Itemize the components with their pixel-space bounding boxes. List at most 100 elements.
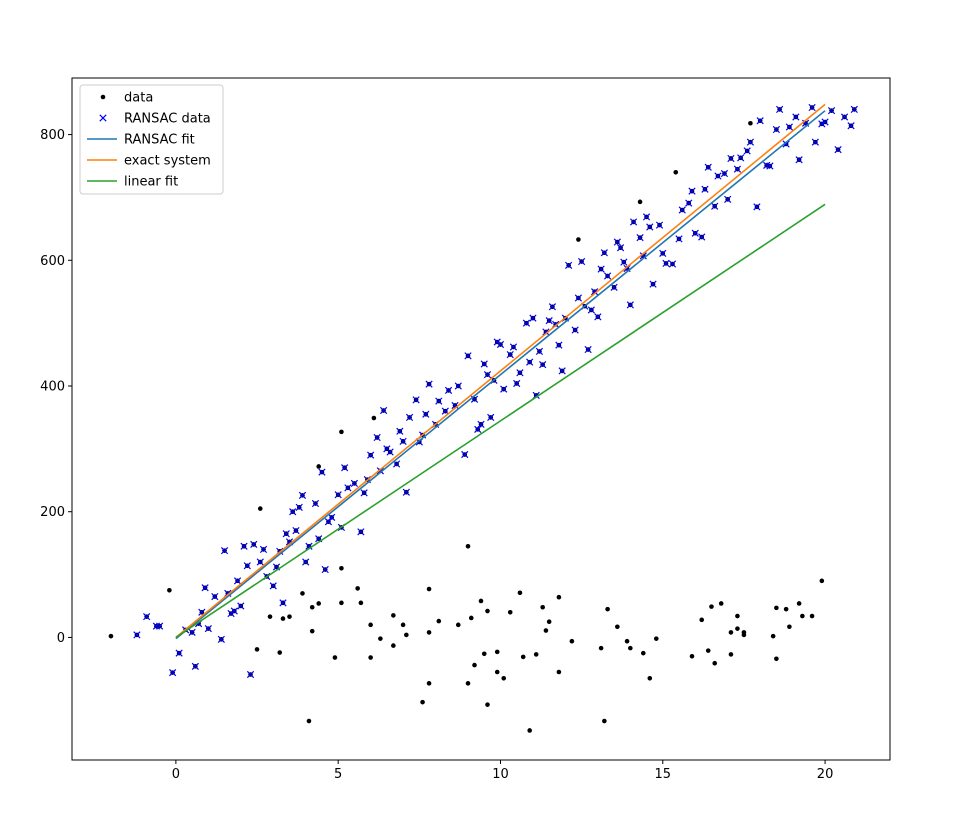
data-point bbox=[481, 651, 487, 657]
ransac-data-point bbox=[701, 185, 709, 193]
data-point bbox=[309, 604, 315, 610]
ransac-data-point bbox=[639, 252, 647, 260]
linear-fit-line bbox=[175, 203, 826, 639]
data-point bbox=[339, 565, 344, 571]
data-point bbox=[527, 728, 532, 733]
ransac-data-point bbox=[753, 203, 761, 211]
data-point bbox=[605, 606, 610, 612]
ransac-data-point bbox=[655, 221, 664, 229]
ransac-data-point bbox=[334, 491, 342, 499]
ransac-data-point bbox=[571, 326, 579, 334]
data-point bbox=[426, 586, 432, 592]
ransac-data-point bbox=[834, 146, 842, 154]
ransac-data-point bbox=[487, 413, 495, 422]
x-tick-label: 10 bbox=[492, 767, 509, 782]
ransac-data-point bbox=[493, 338, 501, 346]
data-point bbox=[404, 632, 409, 638]
ransac-data-point bbox=[594, 313, 602, 321]
legend: data RANSAC data RANSAC fit exact system lin… bbox=[79, 84, 224, 195]
ransac-data-point bbox=[444, 386, 453, 395]
ransac-data-point bbox=[698, 233, 706, 241]
data-point bbox=[494, 669, 500, 675]
ransac-data-point bbox=[175, 649, 183, 657]
ransac-data-point bbox=[435, 397, 443, 405]
ransac-data-point bbox=[733, 165, 742, 173]
ransac-data-point bbox=[344, 484, 352, 492]
ransac-data-point bbox=[626, 301, 634, 309]
legend-item: data bbox=[100, 91, 153, 106]
ransac-data-point bbox=[545, 317, 553, 325]
ransac-data-point bbox=[772, 125, 781, 134]
ransac-data-point bbox=[590, 288, 599, 296]
ransac-data-point bbox=[220, 547, 229, 555]
data-point bbox=[280, 616, 286, 621]
legend-item: RANSAC data bbox=[99, 112, 211, 127]
data-point bbox=[809, 613, 815, 619]
x-tick-label: 0 bbox=[172, 767, 180, 782]
data-point bbox=[741, 630, 747, 635]
ransac-data-point bbox=[584, 345, 592, 354]
data-point bbox=[391, 643, 396, 648]
legend-label: RANSAC data bbox=[124, 112, 211, 127]
legend-label: RANSAC fit bbox=[124, 133, 195, 148]
data-point bbox=[774, 656, 779, 662]
data-point bbox=[316, 601, 321, 606]
ransac-data-point bbox=[379, 406, 388, 415]
data-point bbox=[540, 604, 545, 610]
x-tick-label: 20 bbox=[817, 767, 834, 782]
ransac-data-point bbox=[321, 565, 329, 574]
ransac-data-point bbox=[454, 382, 462, 390]
ransac-data-point bbox=[399, 437, 407, 445]
ransac-data-point bbox=[360, 489, 368, 497]
data-point bbox=[277, 650, 283, 655]
ransac-data-point bbox=[659, 249, 667, 257]
data-point bbox=[368, 622, 373, 628]
ransac-data-point bbox=[675, 235, 683, 243]
ransac-data-point bbox=[506, 350, 514, 359]
data-point bbox=[735, 626, 740, 631]
ransac-data-point bbox=[143, 613, 151, 621]
ransac-data-point bbox=[341, 464, 349, 472]
ransac-data-point bbox=[578, 257, 586, 266]
ransac-data-point bbox=[240, 542, 248, 550]
ransac-data-point bbox=[685, 199, 693, 207]
legend-label: linear fit bbox=[124, 175, 178, 190]
data-point bbox=[267, 614, 273, 619]
data-point bbox=[339, 600, 344, 606]
ransac-data-point bbox=[522, 319, 531, 327]
data-point bbox=[300, 591, 305, 596]
legend-item: exact system bbox=[87, 154, 211, 169]
data-point bbox=[358, 600, 364, 606]
y-tick-label: 600 bbox=[40, 254, 65, 269]
data-point bbox=[332, 655, 338, 660]
ransac-data-point bbox=[827, 107, 836, 115]
ransac-data-point bbox=[318, 468, 326, 476]
ransac-data-point bbox=[425, 380, 433, 388]
exact-system-line bbox=[175, 103, 826, 639]
ransac-data-point bbox=[483, 371, 492, 379]
ransac-data-point bbox=[597, 265, 605, 273]
data-point bbox=[787, 624, 792, 630]
ransac-data-point bbox=[720, 169, 729, 178]
ransac-data-point bbox=[211, 592, 219, 601]
ransac-data-point bbox=[269, 582, 277, 590]
data-point bbox=[735, 613, 740, 619]
data-point bbox=[371, 415, 377, 421]
ransac-data-point bbox=[724, 195, 732, 203]
y-tick-label: 0 bbox=[57, 631, 65, 646]
ransac-data-point bbox=[662, 259, 670, 268]
data-point bbox=[598, 645, 604, 651]
data-point bbox=[426, 630, 432, 635]
ransac-data-point bbox=[847, 122, 855, 130]
x-tick-label: 5 bbox=[334, 767, 342, 782]
ransac-data-point bbox=[201, 584, 209, 592]
ransac-data-point bbox=[691, 229, 699, 237]
data-point bbox=[167, 587, 172, 593]
data-point bbox=[748, 120, 753, 126]
ransac-data-point bbox=[629, 218, 638, 226]
data-point bbox=[400, 622, 406, 628]
ransac-data-point bbox=[256, 558, 264, 566]
ransac-data-point bbox=[795, 156, 803, 164]
